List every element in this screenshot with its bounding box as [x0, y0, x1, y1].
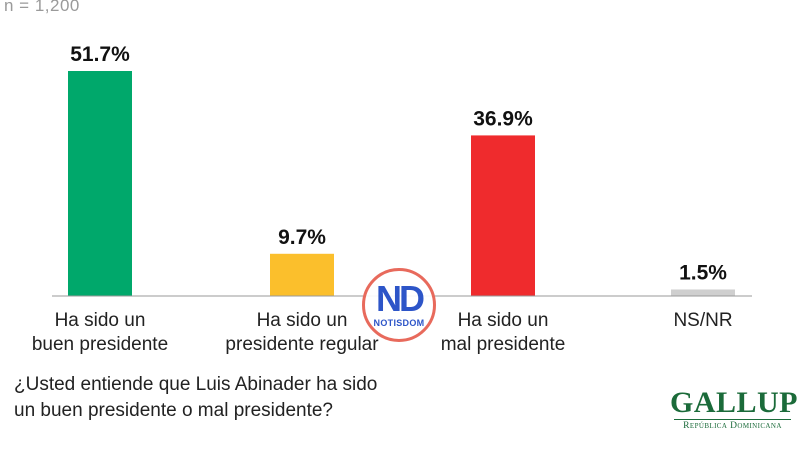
watermark-mark: ND [376, 278, 425, 319]
category-label: presidente regular [225, 334, 379, 355]
gallup-logo-subtitle: República Dominicana [683, 421, 782, 431]
category-label: NS/NR [673, 310, 732, 331]
survey-question-line-1: ¿Usted entiende que Luis Abinader ha sid… [14, 374, 378, 395]
bar-value-label: 9.7% [278, 226, 326, 249]
bar [471, 135, 535, 296]
bar-value-label: 36.9% [473, 107, 533, 130]
bar [671, 289, 735, 296]
notisdom-watermark: ND NOTISDOM [362, 268, 436, 342]
sample-size-note: n = 1,200 [4, 0, 80, 15]
gallup-logo-brand: GALLUP [670, 386, 799, 419]
category-label: mal presidente [441, 334, 566, 355]
gallup-logo: GALLUP República Dominicana [670, 386, 799, 432]
bar [270, 253, 334, 296]
category-label: Ha sido un [257, 310, 348, 331]
bar-value-label: 51.7% [70, 43, 130, 66]
survey-question: ¿Usted entiende que Luis Abinader ha sid… [14, 372, 434, 424]
gallup-logo-rule [674, 419, 791, 420]
bar [68, 71, 132, 296]
category-label: Ha sido un [458, 310, 549, 331]
bar-value-label: 1.5% [679, 261, 727, 284]
survey-question-line-2: un buen presidente o mal presidente? [14, 400, 334, 421]
watermark-text: NOTISDOM [373, 318, 425, 328]
category-label: buen presidente [32, 334, 168, 355]
category-label: Ha sido un [55, 310, 146, 331]
